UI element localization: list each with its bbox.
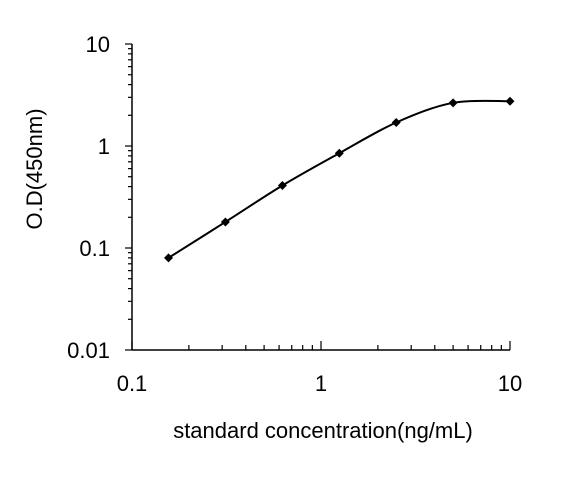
ticks [125, 43, 511, 351]
tick-labels: 0.01 0.1 1 10 0.1 1 10 [67, 32, 522, 396]
data-point-marker [164, 253, 174, 263]
y-tick-label: 0.1 [79, 236, 110, 261]
series-line [167, 99, 511, 259]
series-layer [167, 99, 511, 259]
data-point-marker [220, 217, 230, 227]
y-tick-label: 10 [86, 32, 110, 57]
x-tick-label: 1 [315, 371, 327, 396]
axes [131, 44, 510, 351]
markers [164, 96, 515, 263]
data-point-marker [334, 148, 344, 158]
y-tick-label: 0.01 [67, 338, 110, 363]
y-tick-label: 1 [98, 134, 110, 159]
x-tick-label: 10 [498, 371, 522, 396]
data-point-marker [448, 98, 458, 108]
data-point-marker [505, 96, 515, 106]
y-axis-title: O.D(450nm) [22, 108, 47, 229]
x-axis-title: standard concentration(ng/mL) [173, 418, 473, 443]
data-point-marker [277, 180, 287, 190]
data-point-marker [391, 117, 401, 127]
x-tick-label: 0.1 [117, 371, 148, 396]
